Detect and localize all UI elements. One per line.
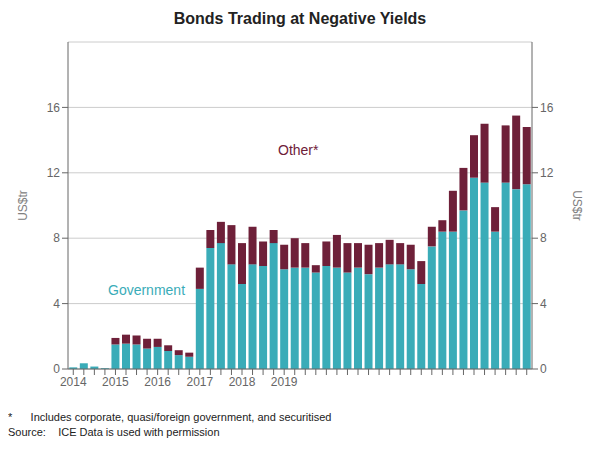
svg-text:2018: 2018 xyxy=(229,375,256,389)
html-text:* Includes corporate, quasi/fo: * Includes corporate, quasi/foreign gove… xyxy=(8,411,332,423)
svg-text:4: 4 xyxy=(53,297,60,311)
html-text:Bonds Trading at Negative Yiel: Bonds Trading at Negative Yields xyxy=(173,10,427,27)
svg-text:US$tr: US$tr xyxy=(16,190,30,221)
html-text:Government: Government xyxy=(108,282,185,298)
svg-text:2016: 2016 xyxy=(144,375,171,389)
svg-text:16: 16 xyxy=(540,101,554,115)
svg-text:2019: 2019 xyxy=(271,375,298,389)
svg-text:0: 0 xyxy=(540,362,547,376)
html-text:Other*: Other* xyxy=(278,142,319,158)
svg-text:8: 8 xyxy=(53,231,60,245)
svg-text:4: 4 xyxy=(540,297,547,311)
svg-text:US$tr: US$tr xyxy=(570,190,584,221)
svg-text:2015: 2015 xyxy=(102,375,129,389)
html-text:Source: ICE Data is used with: Source: ICE Data is used with permission xyxy=(8,426,220,438)
svg-text:8: 8 xyxy=(540,231,547,245)
svg-text:16: 16 xyxy=(47,101,61,115)
svg-text:12: 12 xyxy=(47,166,61,180)
svg-text:2017: 2017 xyxy=(186,375,213,389)
svg-text:2014: 2014 xyxy=(60,375,87,389)
svg-text:12: 12 xyxy=(540,166,554,180)
svg-text:0: 0 xyxy=(53,362,60,376)
